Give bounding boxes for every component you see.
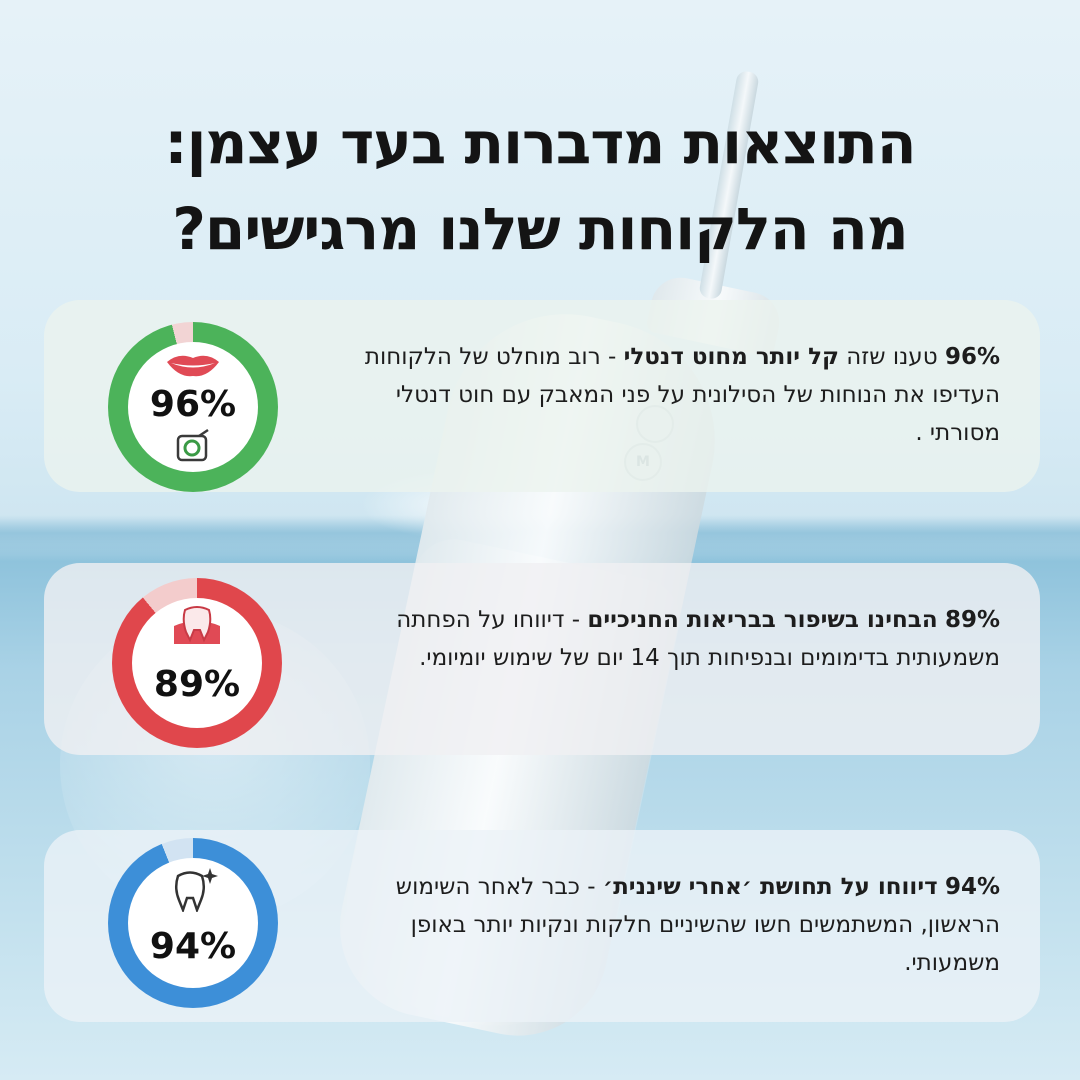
- stat-lead: 89%: [944, 607, 1000, 633]
- stat-mid: [938, 874, 945, 900]
- stat-highlight: הבחינו בשיפור בבריאות החניכיים: [587, 607, 938, 633]
- sparkling-tooth-icon: [108, 866, 278, 916]
- stat-description: - רוב מוחלט של הלקוחות העדיפו את הנוחות …: [364, 344, 1000, 446]
- tooth-gum-icon: [112, 604, 282, 652]
- stat-text: 89% הבחינו בשיפור בבריאות החניכיים - דיו…: [360, 601, 1000, 677]
- title-line-1: התוצאות מדברות בעד עצמן:: [164, 109, 916, 177]
- stat-highlight: דיווחו על תחושת ׳אחרי שיננית׳: [602, 874, 938, 900]
- stat-percent: 96%: [149, 384, 237, 425]
- floss-box-icon: [108, 428, 278, 466]
- stat-text: 94% דיווחו על תחושת ׳אחרי שיננית׳ - כבר …: [360, 868, 1000, 982]
- lips-icon: [108, 352, 278, 382]
- stat-percent: 94%: [149, 926, 237, 967]
- stat-ring-89: 89%: [112, 578, 282, 748]
- stat-percent: 89%: [153, 664, 241, 705]
- stat-text: 96% טענו שזה קל יותר מחוט דנטלי - רוב מו…: [360, 338, 1000, 452]
- stat-description: - כבר לאחר השימוש הראשון, המשתמשים חשו ש…: [395, 874, 1000, 976]
- stat-mid: [938, 607, 945, 633]
- stat-ring-94: 94%: [108, 838, 278, 1008]
- stat-highlight: קל יותר מחוט דנטלי: [623, 344, 839, 370]
- stat-description: - דיווחו על הפחתה משמעותית בדימומים ובנפ…: [396, 607, 1000, 671]
- stat-lead: 96%: [944, 344, 1000, 370]
- stat-ring-96: 96%: [108, 322, 278, 492]
- stat-mid: טענו שזה: [838, 344, 945, 370]
- title-line-2: מה הלקוחות שלנו מרגישים?: [172, 195, 909, 263]
- page-title: התוצאות מדברות בעד עצמן: מה הלקוחות שלנו…: [0, 100, 1080, 272]
- stat-lead: 94%: [944, 874, 1000, 900]
